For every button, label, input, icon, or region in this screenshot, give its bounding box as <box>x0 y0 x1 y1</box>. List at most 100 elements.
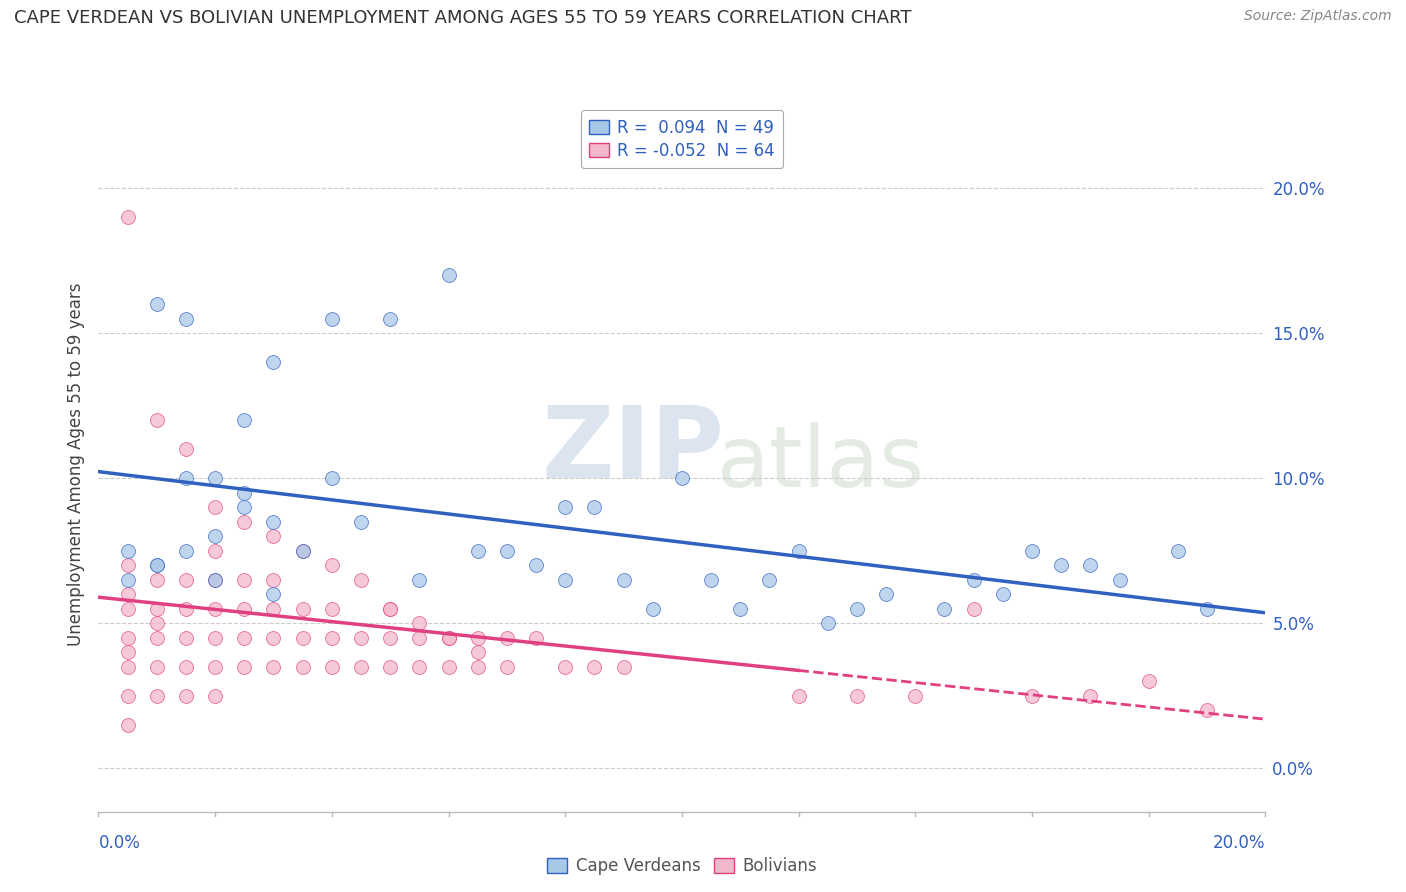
Point <box>378 602 402 616</box>
Point <box>204 573 226 587</box>
Point <box>845 689 868 703</box>
Point <box>262 631 284 645</box>
Point <box>700 573 723 587</box>
Point <box>174 573 197 587</box>
Point <box>321 631 343 645</box>
Point <box>117 602 139 616</box>
Point <box>204 471 226 485</box>
Point <box>174 602 197 616</box>
Point <box>321 660 343 674</box>
Point <box>962 602 984 616</box>
Point <box>787 689 810 703</box>
Point <box>233 573 256 587</box>
Point <box>934 602 956 616</box>
Point <box>233 515 256 529</box>
Point <box>262 602 284 616</box>
Point <box>554 573 576 587</box>
Point <box>146 631 169 645</box>
Point <box>233 413 256 427</box>
Point <box>1080 558 1102 573</box>
Point <box>671 471 693 485</box>
Point <box>408 573 430 587</box>
Point <box>204 500 226 515</box>
Point <box>408 616 430 631</box>
Point <box>1195 602 1218 616</box>
Point <box>291 631 314 645</box>
Point <box>204 529 226 543</box>
Point <box>233 602 256 616</box>
Point <box>117 573 139 587</box>
Point <box>146 602 169 616</box>
Point <box>495 631 517 645</box>
Point <box>875 587 897 601</box>
Point <box>1021 543 1043 558</box>
Point <box>350 660 373 674</box>
Point <box>962 573 984 587</box>
Point <box>146 558 169 573</box>
Point <box>817 616 839 631</box>
Point <box>204 602 226 616</box>
Point <box>262 515 284 529</box>
Point <box>174 471 197 485</box>
Point <box>991 587 1014 601</box>
Point <box>1108 573 1130 587</box>
Point <box>612 660 634 674</box>
Point <box>495 660 517 674</box>
Point <box>174 312 197 326</box>
Point <box>204 543 226 558</box>
Point <box>291 543 314 558</box>
Point <box>583 660 606 674</box>
Point <box>146 297 169 311</box>
Point <box>408 631 430 645</box>
Legend: Cape Verdeans, Bolivians: Cape Verdeans, Bolivians <box>538 848 825 883</box>
Y-axis label: Unemployment Among Ages 55 to 59 years: Unemployment Among Ages 55 to 59 years <box>66 282 84 646</box>
Point <box>117 543 139 558</box>
Point <box>321 558 343 573</box>
Point <box>437 268 460 283</box>
Text: atlas: atlas <box>717 422 925 506</box>
Point <box>117 689 139 703</box>
Point <box>378 312 402 326</box>
Point <box>146 558 169 573</box>
Point <box>146 660 169 674</box>
Point <box>467 543 489 558</box>
Point <box>233 485 256 500</box>
Point <box>524 558 547 573</box>
Point <box>146 616 169 631</box>
Point <box>350 631 373 645</box>
Point <box>146 413 169 427</box>
Point <box>321 602 343 616</box>
Point <box>583 500 606 515</box>
Point <box>233 631 256 645</box>
Point <box>117 631 139 645</box>
Point <box>291 543 314 558</box>
Point <box>321 471 343 485</box>
Point <box>204 573 226 587</box>
Point <box>174 689 197 703</box>
Point <box>262 529 284 543</box>
Point <box>262 587 284 601</box>
Point <box>291 602 314 616</box>
Text: 0.0%: 0.0% <box>98 834 141 852</box>
Point <box>554 500 576 515</box>
Point <box>117 717 139 731</box>
Point <box>204 660 226 674</box>
Point <box>174 543 197 558</box>
Point <box>117 558 139 573</box>
Text: ZIP: ZIP <box>541 401 724 499</box>
Point <box>408 660 430 674</box>
Point <box>146 573 169 587</box>
Point <box>437 631 460 645</box>
Point <box>117 645 139 659</box>
Point <box>321 312 343 326</box>
Point <box>612 573 634 587</box>
Point <box>204 689 226 703</box>
Point <box>467 645 489 659</box>
Point <box>233 660 256 674</box>
Point <box>378 631 402 645</box>
Text: Source: ZipAtlas.com: Source: ZipAtlas.com <box>1244 9 1392 23</box>
Point <box>291 660 314 674</box>
Point <box>524 631 547 645</box>
Point <box>904 689 927 703</box>
Point <box>146 689 169 703</box>
